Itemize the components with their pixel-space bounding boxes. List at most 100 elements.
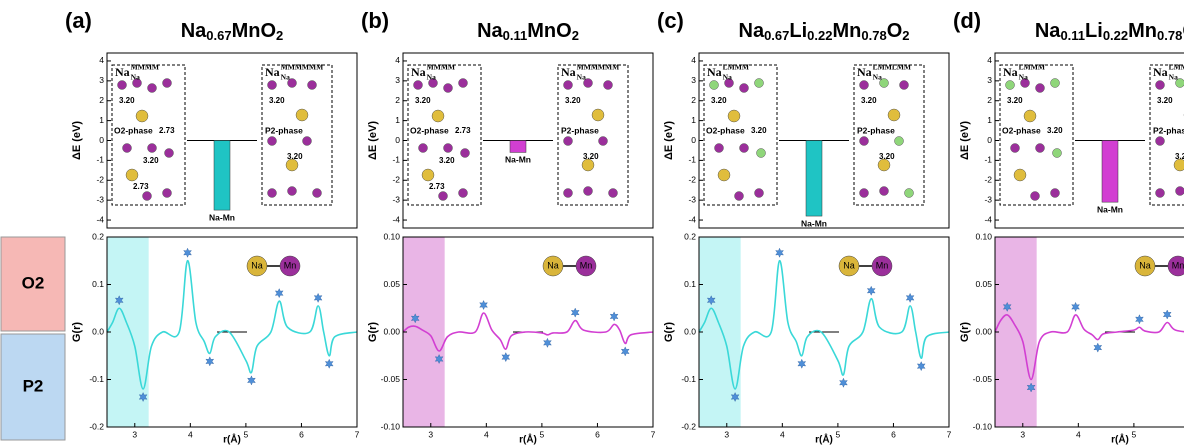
- peak-marker: [410, 313, 420, 324]
- distance-label: 2.73: [159, 126, 175, 135]
- atom: [583, 186, 593, 196]
- site-label-sub: Na: [577, 73, 586, 82]
- site-label-sup: MMMM: [427, 63, 455, 72]
- y-tick-label: -3: [392, 194, 400, 204]
- atom: [162, 188, 172, 198]
- x-tick-label: 4: [1076, 429, 1081, 439]
- panel-label: (d): [953, 8, 981, 33]
- plot-frame: [402, 236, 654, 428]
- y-tick-label: -4: [688, 214, 696, 224]
- title-part: Mn: [1128, 20, 1157, 42]
- bond-atom: [1134, 255, 1156, 277]
- x-tick-label: 3: [1020, 429, 1025, 439]
- y-axis-label: G(r): [959, 322, 971, 343]
- site-label: Na: [857, 65, 872, 79]
- peak-marker: [114, 295, 124, 306]
- bond-label: Na: [547, 260, 559, 270]
- y-tick-label: -3: [984, 194, 992, 204]
- distance-label: 3.20: [1047, 126, 1063, 135]
- bar-label: Na-Mn: [209, 212, 235, 222]
- y-tick-label: -2: [688, 175, 696, 185]
- x-tick-label: 4: [780, 429, 785, 439]
- title-part: 2: [276, 28, 283, 43]
- atom: [1023, 109, 1037, 123]
- peak-marker: [479, 300, 488, 310]
- y-tick-label: 0: [99, 135, 104, 145]
- y-tick-label: 1: [395, 115, 400, 125]
- y-axis-label: G(r): [71, 322, 83, 343]
- y-axis-label: ΔE (eV): [959, 121, 971, 160]
- site-label-sub: Na: [427, 73, 436, 82]
- atom: [727, 109, 741, 123]
- atom: [460, 148, 470, 158]
- bar-label: Na-Mn: [505, 155, 531, 165]
- atom: [724, 78, 734, 88]
- y-tick-label: -1: [688, 155, 696, 165]
- atom: [117, 80, 127, 90]
- y-tick-label: 0: [395, 135, 400, 145]
- site-label-sup: LMMM: [1019, 63, 1045, 72]
- y-tick-label: 0.2: [92, 231, 104, 241]
- peak-marker: [1071, 301, 1080, 312]
- y-tick-label: 4: [691, 55, 696, 65]
- site-label-sub: Na: [1019, 73, 1028, 82]
- bar: [1101, 140, 1119, 203]
- y-tick-label: 1: [691, 115, 696, 125]
- structure-box: [111, 64, 186, 206]
- x-tick-label: 5: [836, 429, 841, 439]
- atom: [295, 108, 309, 122]
- atom: [1155, 136, 1165, 146]
- atom: [1030, 191, 1040, 201]
- x-tick-label: 4: [484, 429, 489, 439]
- x-tick-label: 3: [428, 429, 433, 439]
- atom: [122, 143, 132, 153]
- site-label-sup: MMMMMM: [577, 63, 619, 72]
- distance-label: 3.20: [1157, 96, 1173, 105]
- y-tick-label: 4: [99, 55, 104, 65]
- atom: [739, 83, 749, 93]
- atom: [877, 158, 891, 172]
- structure-box: [557, 64, 629, 206]
- title-part: 0.11: [503, 28, 528, 43]
- atom: [563, 136, 573, 146]
- x-tick-label: 7: [947, 429, 952, 439]
- distance-label: 2.73: [455, 126, 471, 135]
- atom: [1175, 186, 1184, 196]
- peak-marker: [706, 295, 716, 306]
- bond-atom: [279, 255, 301, 277]
- y-tick-label: -2: [96, 175, 104, 185]
- y-tick-label: -2: [984, 175, 992, 185]
- plot-frame: [698, 52, 950, 229]
- site-label: Na: [707, 65, 722, 79]
- peak-marker: [1135, 314, 1144, 325]
- plot-frame: [994, 236, 1184, 428]
- atom: [734, 191, 744, 201]
- site-label: Na: [1003, 65, 1018, 79]
- y-tick-label: 0.00: [975, 326, 992, 336]
- panel-label: (a): [65, 8, 92, 33]
- y-tick-label: -1: [392, 155, 400, 165]
- peak-marker: [205, 356, 215, 367]
- peak-marker: [274, 288, 284, 299]
- atom: [438, 191, 448, 201]
- atom: [581, 158, 595, 172]
- atom: [431, 109, 445, 123]
- x-axis-label: r(Å): [1111, 433, 1129, 445]
- atom: [879, 78, 889, 88]
- phase-label: O2-phase: [114, 125, 153, 135]
- site-label-sub: Na: [131, 73, 140, 82]
- title-part: O: [887, 20, 903, 42]
- peak-marker: [609, 311, 619, 322]
- atom: [1013, 168, 1027, 182]
- bond-atom: [871, 255, 893, 277]
- x-tick-label: 6: [299, 429, 304, 439]
- bond-atom: [1167, 255, 1184, 277]
- phase-label: O2-phase: [706, 125, 745, 135]
- x-tick-label: 3: [724, 429, 729, 439]
- phase-label: P2-phase: [561, 125, 599, 135]
- y-tick-label: 3: [99, 75, 104, 85]
- plot-frame: [698, 236, 950, 428]
- atom: [413, 80, 423, 90]
- bond-label: Na: [1139, 260, 1151, 270]
- y-tick-label: -0.10: [381, 421, 401, 431]
